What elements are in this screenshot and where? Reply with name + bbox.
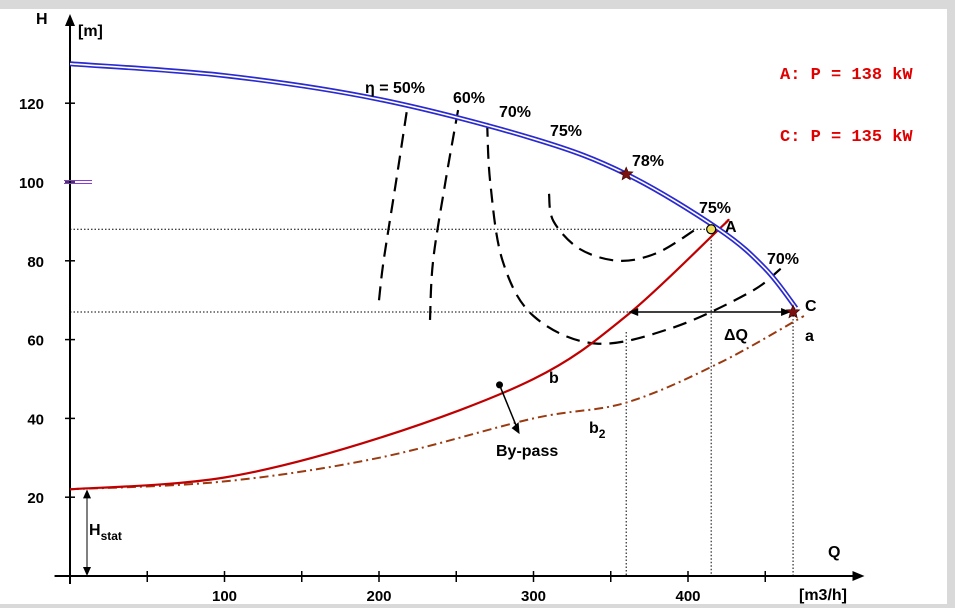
bypass-system-curve-b2	[69, 315, 805, 491]
window-frame-top	[0, 0, 955, 9]
y-axis-arrow	[65, 14, 75, 26]
eff-label-50: η = 50%	[365, 80, 425, 97]
labels: H [m] Q [m3/h] A: P = 138 kW C: P = 135 …	[36, 11, 913, 604]
delta-q-label: ΔQ	[724, 327, 748, 344]
y-axis-symbol: H	[36, 11, 48, 28]
bypass-label: By-pass	[496, 443, 558, 460]
eff-label-78: 78%	[632, 153, 664, 170]
power-at-C: C: P = 135 kW	[780, 128, 913, 147]
x-tick-label: 300	[521, 588, 546, 605]
bypass-arrow-line	[498, 384, 519, 430]
reference-lines	[70, 228, 794, 576]
point-marker-0	[618, 166, 634, 181]
efficiency-curves	[377, 103, 782, 345]
y-tick-label: 80	[27, 254, 44, 271]
curve-a-label: a	[805, 328, 814, 345]
window-frame-bottom	[0, 604, 955, 608]
eff-label-70: 70%	[499, 104, 531, 121]
point-C-label: C	[805, 298, 817, 315]
eff-label-75: 75%	[550, 123, 582, 140]
y-tick-label: 60	[27, 333, 44, 350]
x-tick-label: 200	[366, 588, 391, 605]
point-marker-1	[706, 224, 717, 235]
x-tick-label: 100	[212, 588, 237, 605]
y-axis-unit: [m]	[78, 23, 103, 40]
x-axis-symbol: Q	[828, 544, 840, 561]
x-tick-label: 400	[675, 588, 700, 605]
power-at-A: A: P = 138 kW	[780, 66, 913, 85]
y-tick-label: 120	[19, 96, 44, 113]
window-frame-right	[947, 0, 955, 608]
system-curve-b	[69, 218, 730, 491]
efficiency-curve-3	[547, 193, 697, 262]
eff-label-75-at-A: 75%	[699, 200, 731, 217]
bypass-arrow-head	[511, 422, 520, 435]
point-marker-2	[785, 304, 801, 319]
y-tick-label: 20	[27, 490, 44, 507]
x-axis-arrow	[852, 571, 865, 581]
y-tick-label: 100	[19, 175, 44, 192]
h-stat-arrow-head-top	[83, 489, 91, 499]
pump-curve-a-inner	[69, 63, 797, 309]
curves	[69, 61, 805, 491]
curve-b2-label: b2	[589, 420, 606, 441]
delta-q-arrow-left	[628, 308, 639, 317]
eff-label-60: 60%	[453, 90, 485, 107]
axes: 100 200 300 400 20 40 60 80 100 120	[19, 14, 865, 605]
delta-q-arrow-right	[781, 308, 792, 317]
y-tick-label: 40	[27, 411, 44, 428]
h-stat-label: Hstat	[89, 522, 122, 543]
efficiency-curve-0	[377, 110, 408, 301]
point-A-label: A	[725, 219, 737, 236]
operating-points	[83, 166, 801, 576]
h-stat-arrow-head-bottom	[83, 567, 91, 576]
efficiency-curve-2	[486, 122, 782, 345]
efficiency-curve-1	[428, 103, 461, 320]
x-axis-unit: [m3/h]	[799, 587, 847, 604]
eff-label-70-at-C: 70%	[767, 251, 799, 268]
curve-b-label: b	[549, 370, 559, 387]
